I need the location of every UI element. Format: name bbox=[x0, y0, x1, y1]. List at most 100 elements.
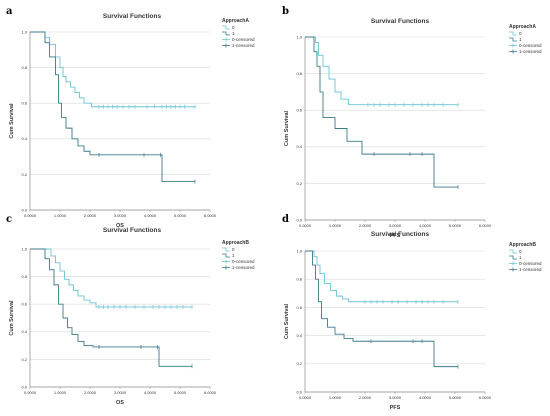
x-tick-label: 3.0000 bbox=[389, 395, 402, 400]
y-tick-label: 1.0 bbox=[296, 34, 302, 39]
chart-panel-d: d Survival Functions 0.0 0.2 0.4 0.6 0.8 1.0 0.0… bbox=[282, 214, 542, 411]
x-tick-label: 0.0000 bbox=[299, 223, 312, 228]
x-tick-label: 4.0000 bbox=[144, 213, 157, 218]
x-tick-label: 5.0000 bbox=[449, 395, 462, 400]
y-tick-label: 0.0 bbox=[21, 207, 27, 212]
legend-swatch-line bbox=[222, 247, 230, 252]
legend-item: 1 bbox=[519, 37, 522, 42]
legend-title: ApproachA bbox=[509, 24, 536, 30]
y-tick-label: 0.6 bbox=[21, 302, 27, 307]
legend-item: 1-censored bbox=[519, 49, 542, 54]
legend-swatch-line bbox=[509, 31, 517, 36]
y-tick-label: 0.8 bbox=[296, 277, 302, 282]
y-tick-label: 0.8 bbox=[21, 274, 27, 279]
x-axis-label: OS bbox=[116, 223, 124, 229]
y-axis-label: Cum Survival bbox=[9, 300, 15, 336]
x-tick-label: 4.0000 bbox=[419, 223, 432, 228]
series-line-1 bbox=[30, 248, 192, 367]
y-tick-label: 0.2 bbox=[21, 172, 27, 177]
x-tick-label: 0.0000 bbox=[24, 213, 37, 218]
x-tick-label: 1.0000 bbox=[54, 213, 67, 218]
y-tick-label: 0.6 bbox=[296, 305, 302, 310]
series-line-0 bbox=[30, 248, 192, 308]
x-tick-label: 4.0000 bbox=[144, 390, 157, 395]
series-line-0 bbox=[305, 250, 458, 303]
chart-title: Survival Functions bbox=[103, 13, 162, 20]
legend-swatch-line bbox=[509, 37, 517, 42]
x-axis-label: PFS bbox=[390, 233, 401, 239]
x-tick-label: 1.0000 bbox=[329, 395, 342, 400]
x-tick-label: 1.0000 bbox=[54, 390, 67, 395]
y-tick-label: 0.4 bbox=[21, 136, 27, 141]
legend-item: 0 bbox=[232, 247, 235, 252]
legend-title: ApproachB bbox=[222, 240, 249, 246]
legend-item: 1 bbox=[232, 253, 235, 258]
y-tick-label: 0.0 bbox=[21, 384, 27, 389]
series-line-0 bbox=[30, 31, 195, 108]
series-line-0 bbox=[305, 36, 458, 106]
y-axis-label: Cum Survival bbox=[284, 110, 290, 146]
y-axis-label: Cum Survival bbox=[284, 303, 290, 339]
x-tick-label: 6.0000 bbox=[204, 213, 217, 218]
legend-item: 1-censored bbox=[232, 43, 255, 48]
chart-title: Survival Functions bbox=[371, 231, 430, 238]
x-tick-label: 2.0000 bbox=[84, 213, 97, 218]
y-tick-label: 0.6 bbox=[21, 101, 27, 106]
panel-label: c bbox=[6, 214, 12, 225]
panel-label: a bbox=[6, 6, 13, 17]
x-tick-label: 3.0000 bbox=[114, 390, 127, 395]
x-tick-label: 2.0000 bbox=[359, 395, 372, 400]
legend-item: 0 bbox=[519, 31, 522, 36]
y-tick-label: 0.2 bbox=[296, 361, 302, 366]
legend-swatch-line bbox=[222, 31, 230, 36]
y-tick-label: 0.4 bbox=[21, 329, 27, 334]
panel-label: b bbox=[282, 6, 289, 17]
x-tick-label: 6.0000 bbox=[204, 390, 217, 395]
y-tick-label: 1.0 bbox=[21, 29, 27, 34]
series-line-1 bbox=[30, 31, 195, 182]
chart-panel-b: b Survival Functions 0.0 0.2 0.4 0.6 0.8 1.0 0.0… bbox=[282, 6, 542, 239]
legend-swatch-line bbox=[222, 25, 230, 30]
x-tick-label: 6.0000 bbox=[479, 223, 492, 228]
y-tick-label: 0.4 bbox=[296, 144, 302, 149]
y-axis-label: Cum Survival bbox=[9, 103, 15, 139]
legend-item: 0 bbox=[232, 25, 235, 30]
legend-item: 1 bbox=[519, 255, 522, 260]
legend-swatch-line bbox=[509, 255, 517, 260]
y-tick-label: 0.6 bbox=[296, 108, 302, 113]
legend-swatch-line bbox=[509, 249, 517, 254]
x-tick-label: 5.0000 bbox=[449, 223, 462, 228]
x-tick-label: 2.0000 bbox=[359, 223, 372, 228]
series-line-1 bbox=[305, 36, 458, 188]
x-tick-label: 0.0000 bbox=[299, 395, 312, 400]
y-tick-label: 0.2 bbox=[21, 357, 27, 362]
chart-panel-a: a Survival Functions 0.0 0.2 0.4 0.6 0.8 1.0 0.0… bbox=[6, 6, 255, 229]
legend-item: 0-censored bbox=[519, 43, 542, 48]
legend-item: 1-censored bbox=[232, 265, 255, 270]
series-line-1 bbox=[305, 250, 458, 368]
x-tick-label: 5.0000 bbox=[174, 213, 187, 218]
legend-item: 0-censored bbox=[232, 259, 255, 264]
y-tick-label: 0.0 bbox=[296, 217, 302, 222]
y-tick-label: 0.8 bbox=[21, 65, 27, 70]
y-tick-label: 0.2 bbox=[296, 181, 302, 186]
x-tick-label: 2.0000 bbox=[84, 390, 97, 395]
x-tick-label: 3.0000 bbox=[389, 223, 402, 228]
x-tick-label: 4.0000 bbox=[419, 395, 432, 400]
legend-item: 0-censored bbox=[519, 261, 542, 266]
legend-item: 1-censored bbox=[519, 267, 542, 272]
y-tick-label: 0.8 bbox=[296, 71, 302, 76]
x-axis-label: PFS bbox=[390, 405, 401, 411]
chart-title: Survival Functions bbox=[371, 18, 430, 25]
legend-title: ApproachA bbox=[222, 18, 249, 24]
x-axis-label: OS bbox=[116, 400, 124, 406]
legend-title: ApproachB bbox=[509, 242, 536, 248]
x-tick-label: 5.0000 bbox=[174, 390, 187, 395]
x-tick-label: 6.0000 bbox=[479, 395, 492, 400]
legend-item: 0-censored bbox=[232, 37, 255, 42]
panel-label: d bbox=[282, 214, 289, 225]
chart-title: Survival Functions bbox=[103, 227, 162, 234]
y-tick-label: 1.0 bbox=[21, 246, 27, 251]
y-tick-label: 0.0 bbox=[296, 389, 302, 394]
